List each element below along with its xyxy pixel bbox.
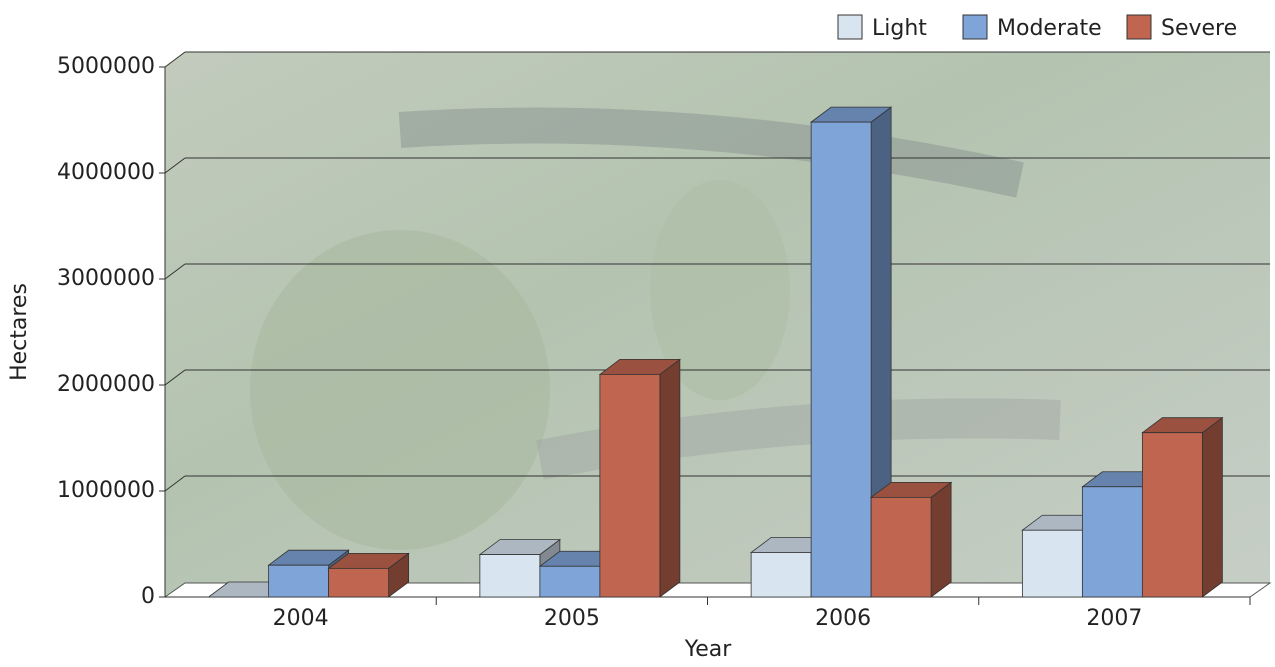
bar-side [1202, 418, 1222, 597]
bar-front [540, 566, 600, 597]
y-axis-label: Hectares [7, 283, 32, 381]
y-tick-label: 2000000 [57, 372, 155, 397]
bar-front [329, 568, 389, 597]
bar [329, 553, 409, 597]
bar-front [871, 497, 931, 597]
bar-front [811, 122, 871, 597]
bar [600, 359, 680, 597]
x-tick-label: 2007 [1086, 606, 1142, 631]
legend-swatch [1127, 15, 1151, 39]
bar [871, 482, 951, 597]
bar-front [269, 565, 329, 597]
bar-front [1142, 433, 1202, 597]
x-tick-label: 2004 [273, 606, 329, 631]
y-tick-label: 0 [141, 584, 155, 609]
legend-swatch [838, 15, 862, 39]
bar-front [600, 374, 660, 597]
x-tick-label: 2006 [815, 606, 871, 631]
bar-front [1082, 487, 1142, 597]
legend-label: Light [872, 16, 927, 41]
x-tick-label: 2005 [544, 606, 600, 631]
legend-swatch [963, 15, 987, 39]
y-tick-label: 4000000 [57, 160, 155, 185]
bar [1142, 418, 1222, 597]
bar-side [931, 482, 951, 597]
x-axis-label: Year [684, 637, 733, 662]
y-tick-label: 1000000 [57, 478, 155, 503]
legend-label: Moderate [997, 16, 1102, 41]
legend-label: Severe [1161, 16, 1237, 41]
bar-front [1022, 530, 1082, 597]
bar-front [751, 552, 811, 597]
bar-front [480, 555, 540, 597]
chart: Year Hectares 0 1000000 2000000 3000000 4000… [0, 0, 1275, 663]
bar-side [660, 359, 680, 597]
y-tick-label: 5000000 [57, 54, 155, 79]
photo-leaf [250, 230, 550, 550]
y-tick-label: 3000000 [57, 266, 155, 291]
